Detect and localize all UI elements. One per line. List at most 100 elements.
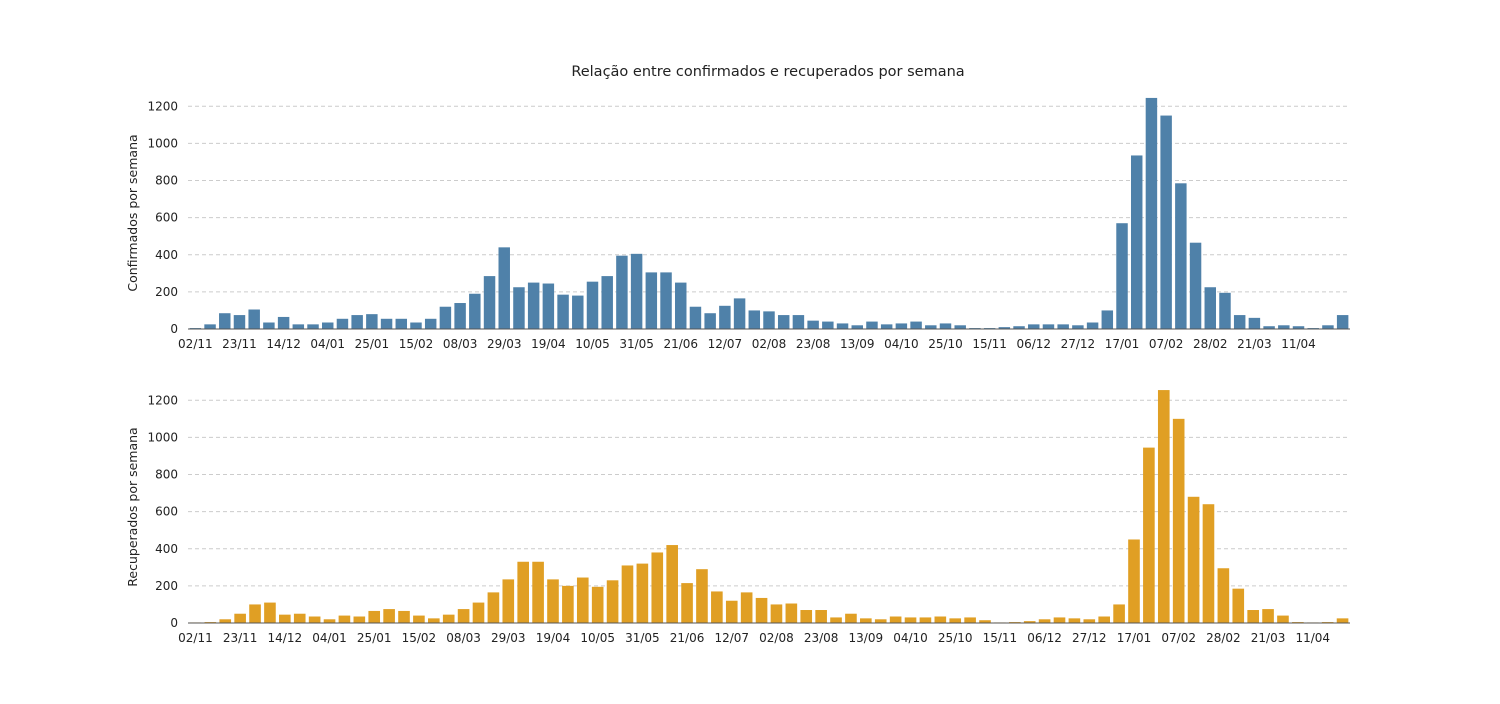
confirmados-bar	[1057, 324, 1069, 329]
confirmados-bar	[1130, 155, 1143, 329]
recuperados-bar	[442, 614, 455, 623]
confirmados-bar	[527, 282, 540, 329]
confirmados-bar	[424, 318, 437, 329]
confirmados-bar	[704, 313, 716, 329]
recuperados-bar	[457, 609, 470, 623]
confirmados-bar	[1116, 223, 1128, 329]
x-tick-label: 08/03	[446, 631, 481, 645]
x-tick-label: 07/02	[1149, 337, 1184, 351]
confirmados-bar	[939, 323, 952, 329]
x-tick-label: 04/10	[884, 337, 919, 351]
x-tick-label: 06/12	[1016, 337, 1051, 351]
confirmados-bar	[336, 318, 349, 329]
confirmados-bar	[1219, 292, 1231, 329]
confirmados-bar	[616, 255, 628, 329]
recuperados-bar	[1083, 619, 1096, 623]
x-tick-label: 19/04	[536, 631, 571, 645]
recuperados-bar	[800, 610, 813, 623]
confirmados-bar	[366, 314, 378, 329]
confirmados-bar	[660, 272, 672, 329]
confirmados-bar	[777, 315, 790, 329]
confirmados-bar	[572, 295, 584, 329]
confirmados-bar	[233, 315, 246, 329]
x-tick-label: 13/09	[849, 631, 884, 645]
x-tick-label: 25/01	[357, 631, 392, 645]
confirmados-bar	[836, 323, 849, 329]
confirmados-bar	[998, 327, 1011, 329]
x-tick-label: 04/10	[893, 631, 928, 645]
recuperados-bar	[383, 609, 395, 623]
recuperados-bar	[874, 619, 887, 623]
y-axis-label: Confirmados por semana	[125, 134, 140, 291]
x-tick-label: 13/09	[840, 337, 875, 351]
confirmados-bar	[263, 322, 275, 329]
recuperados-bar	[1217, 568, 1230, 623]
recuperados-bar	[293, 613, 306, 623]
x-tick-label: 12/07	[714, 631, 749, 645]
y-tick-label: 400	[155, 248, 178, 262]
confirmados-bar	[689, 306, 702, 329]
x-tick-label: 29/03	[491, 631, 526, 645]
recuperados-bar	[860, 618, 872, 623]
confirmados-bar	[822, 321, 834, 329]
confirmados-bar	[439, 306, 452, 329]
confirmados-bar	[630, 253, 643, 329]
recuperados-bar	[919, 617, 932, 623]
y-tick-label: 1200	[147, 99, 178, 113]
x-tick-label: 12/07	[708, 337, 743, 351]
confirmados-bar	[542, 283, 555, 329]
x-tick-label: 15/02	[399, 337, 434, 351]
recuperados-bar	[323, 619, 336, 623]
y-tick-label: 0	[170, 322, 178, 336]
confirmados-bar	[748, 310, 761, 329]
x-tick-label: 27/12	[1072, 631, 1107, 645]
x-tick-label: 23/11	[223, 631, 258, 645]
confirmados-bar	[307, 324, 319, 329]
x-tick-label: 06/12	[1027, 631, 1062, 645]
x-tick-label: 15/11	[983, 631, 1018, 645]
recuperados-bar	[532, 561, 544, 623]
x-tick-label: 31/05	[625, 631, 660, 645]
confirmados-bar	[322, 322, 334, 329]
confirmados-bar	[557, 294, 569, 329]
confirmados-bar	[925, 325, 937, 329]
recuperados-bar	[1068, 618, 1081, 623]
confirmados-bar	[248, 309, 260, 329]
x-tick-label: 02/11	[178, 631, 213, 645]
recuperados-bar	[1187, 496, 1200, 623]
confirmados-bar	[601, 276, 613, 329]
recuperados-bar	[472, 602, 485, 623]
confirmados-bar	[866, 321, 878, 329]
confirmados-bar	[1072, 325, 1084, 329]
confirmados-bar	[1204, 287, 1216, 329]
x-tick-label: 04/01	[310, 337, 345, 351]
recuperados-bar	[1053, 617, 1066, 623]
x-tick-label: 07/02	[1161, 631, 1196, 645]
x-tick-label: 15/11	[972, 337, 1007, 351]
recuperados-bar	[1128, 539, 1140, 623]
confirmados-bar	[395, 318, 408, 329]
confirmados-bar	[469, 293, 481, 329]
recuperados-bar	[1262, 609, 1274, 623]
confirmados-bar	[454, 303, 466, 329]
x-tick-label: 19/04	[531, 337, 566, 351]
confirmados-bar	[1042, 324, 1055, 329]
y-tick-label: 800	[155, 174, 178, 188]
recuperados-bar	[1232, 588, 1245, 623]
recuperados-bar	[338, 615, 351, 623]
confirmados-bar	[1160, 115, 1172, 329]
confirmados-bar	[807, 320, 819, 329]
confirmados-bar	[204, 324, 216, 329]
recuperados-bar	[279, 614, 291, 623]
x-tick-label: 27/12	[1061, 337, 1096, 351]
confirmados-bar	[292, 324, 305, 329]
y-tick-label: 200	[155, 579, 178, 593]
confirmados-bar	[1086, 322, 1099, 329]
recuperados-bar	[398, 610, 410, 623]
recuperados-bar	[576, 577, 589, 623]
confirmados-bar	[1189, 242, 1202, 329]
recuperados-bar	[785, 603, 798, 623]
recuperados-bar	[234, 613, 246, 623]
recuperados-bar	[591, 586, 604, 623]
